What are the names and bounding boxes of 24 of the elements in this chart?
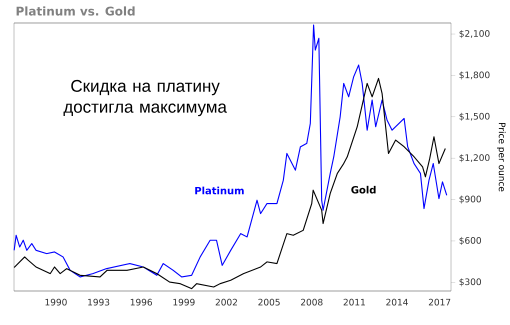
y-tick-label: $1,800 [460,71,490,80]
series-label: Platinum [195,186,244,194]
y-axis-title: Price per ounce [497,122,506,192]
x-tick-label: 2008 [300,298,323,306]
x-tick-label: 1999 [173,298,195,306]
y-tick-label: $1,500 [460,112,490,121]
x-tick-label: 2014 [386,298,408,306]
y-tick-label: $600 [460,236,481,245]
line-series [14,78,446,290]
y-tick-label: $900 [460,195,481,204]
x-tick-label: 1993 [88,298,110,306]
x-tick-label: 1996 [130,298,152,306]
x-tick-label: 2005 [258,298,280,306]
series-label: Gold [351,186,376,194]
x-tick-label: 2002 [216,298,237,306]
x-tick-label: 2011 [344,298,365,306]
x-tick-label: 1990 [46,298,67,306]
y-tick-label: $1,200 [460,154,490,162]
x-tick-label: 2017 [428,298,450,306]
line-series [14,24,448,278]
chart-title: Platinum vs. Gold [16,6,135,16]
y-tick-label: $2,100 [460,30,490,38]
y-tick-label: $300 [460,278,481,286]
annotation: Скидка на платину достигла максимума [64,80,227,116]
